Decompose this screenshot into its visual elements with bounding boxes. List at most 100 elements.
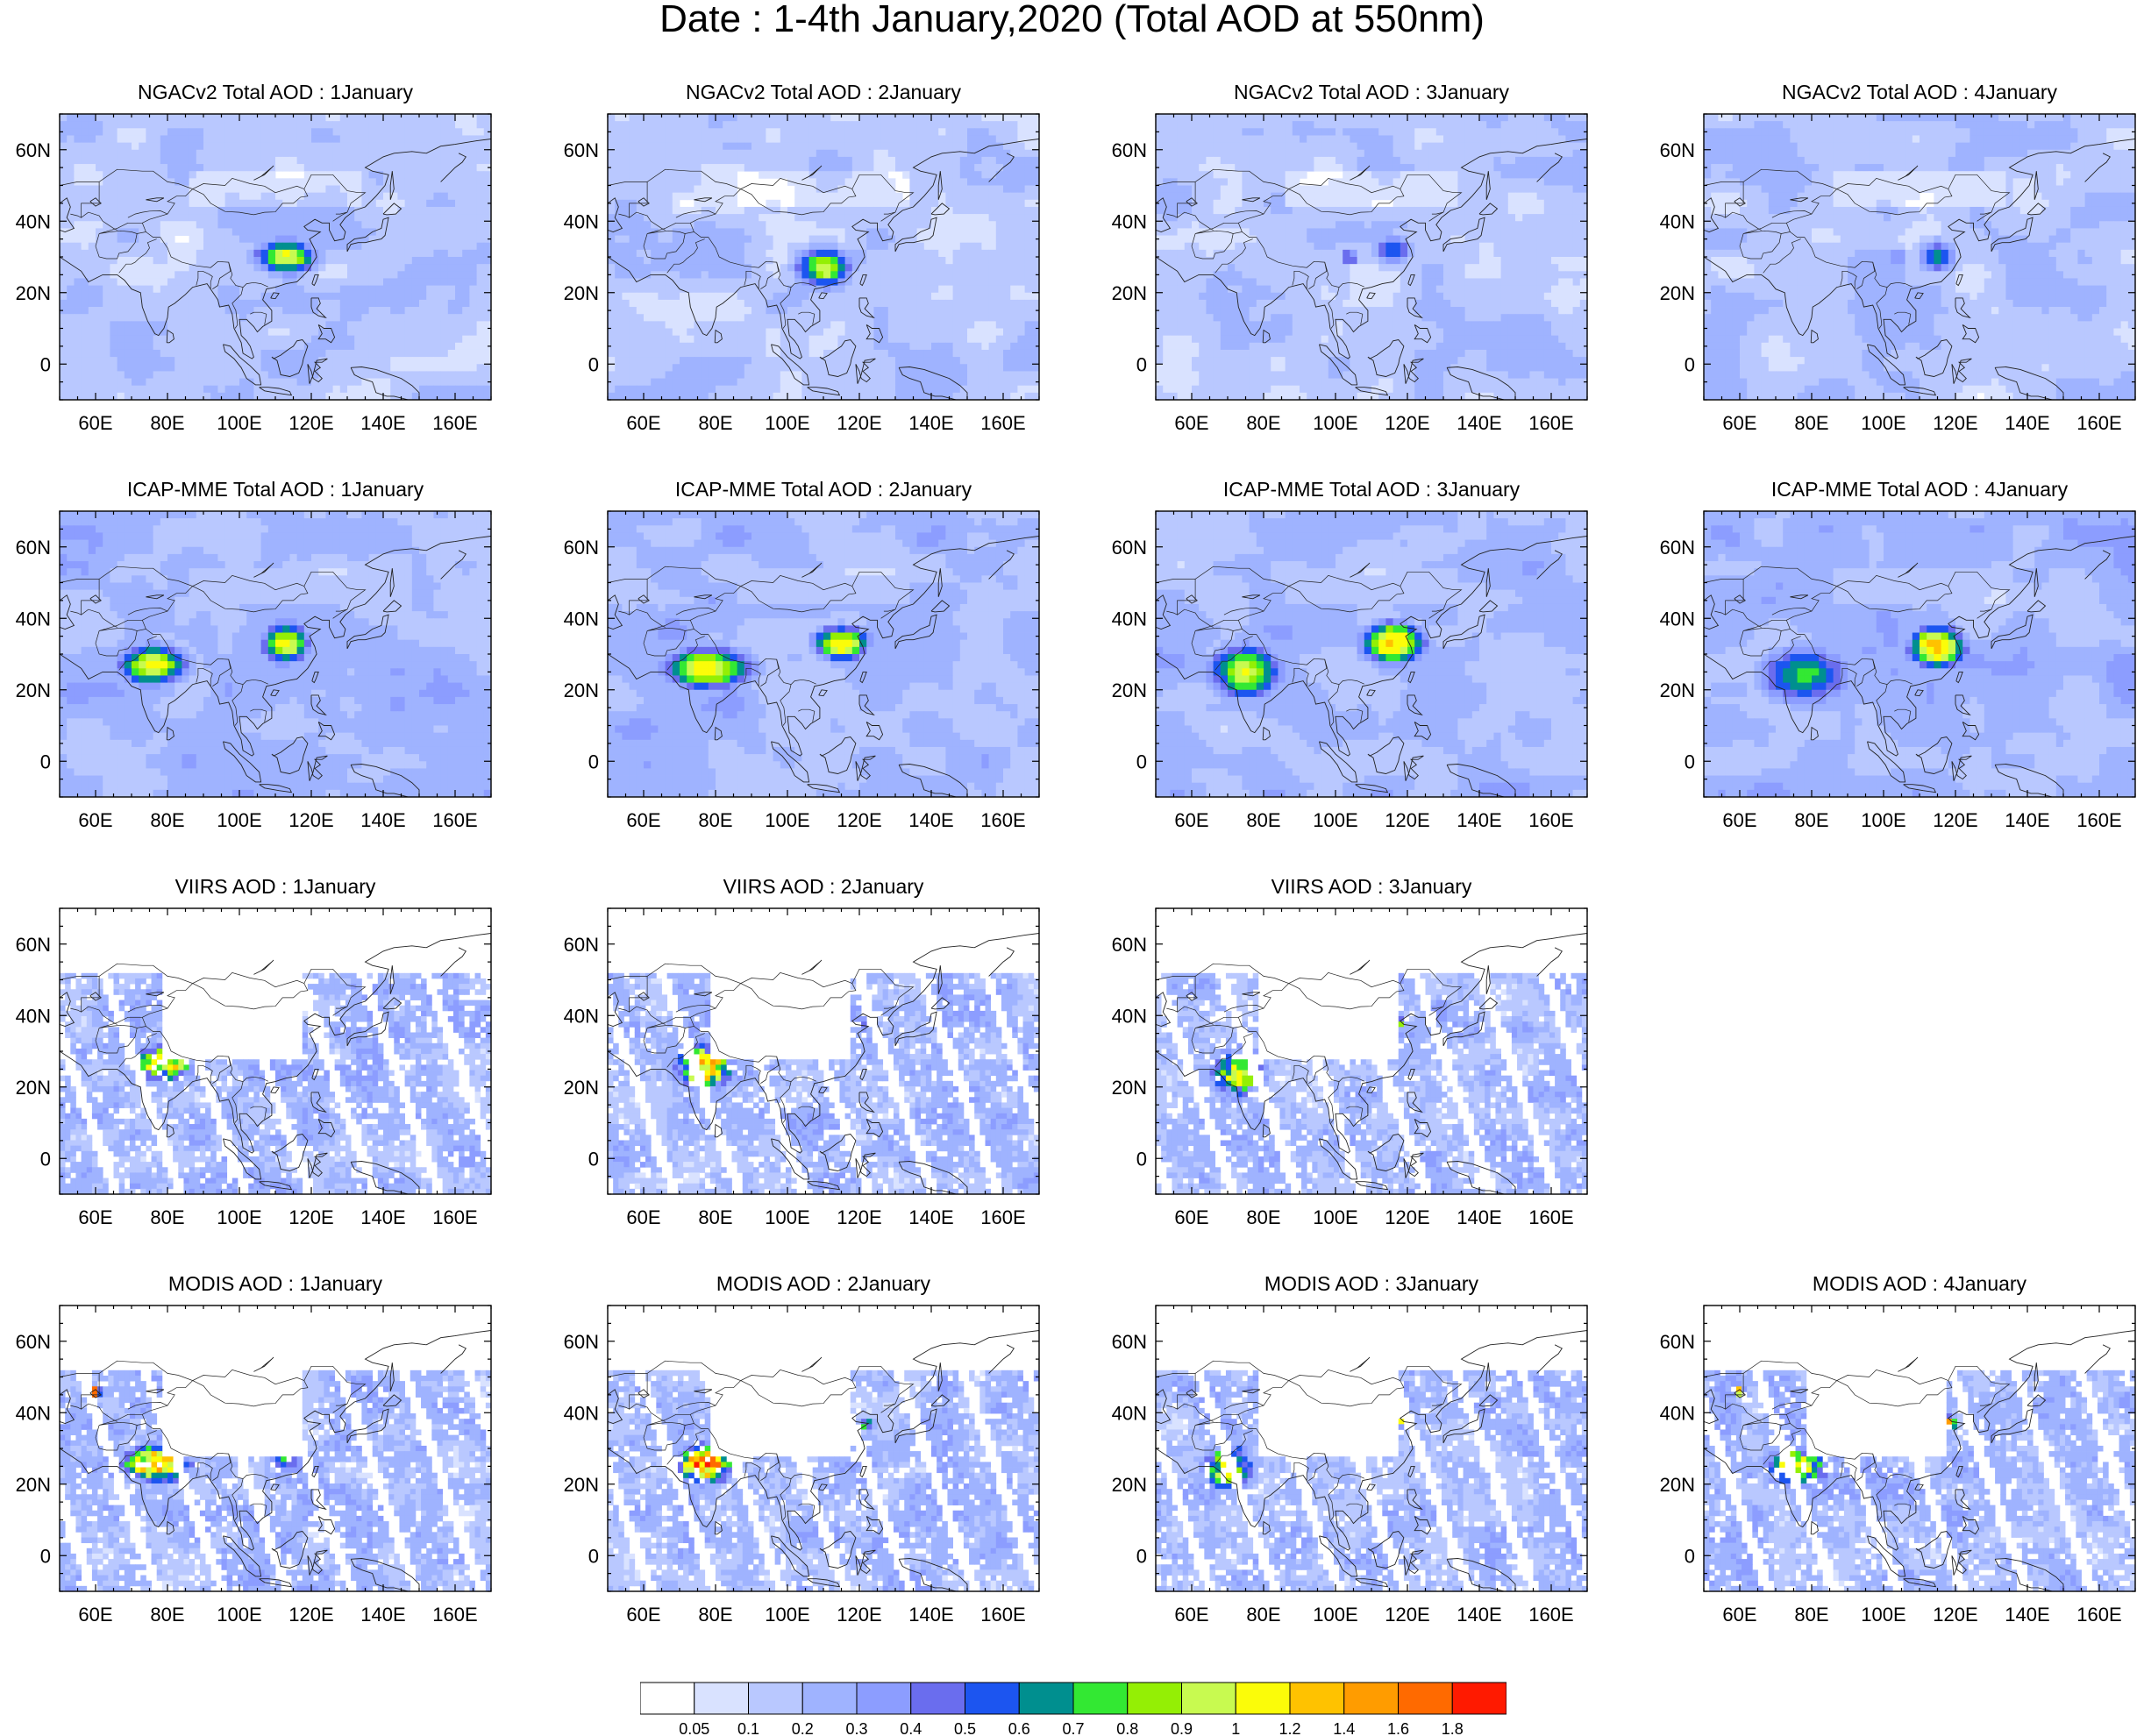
country-border [196, 270, 213, 289]
coastline [311, 274, 319, 287]
coastline [259, 387, 293, 396]
coastline [1478, 600, 1499, 613]
lon-tick-label: 80E [150, 1206, 184, 1228]
country-border [675, 608, 716, 615]
lake-outline [253, 165, 274, 181]
lat-tick-label: 40N [1660, 210, 1695, 232]
colorbar-box [640, 1682, 695, 1715]
country-border [690, 983, 741, 1018]
country-border [1195, 222, 1243, 234]
coastline [60, 139, 491, 359]
colorbar-label: 0.4 [900, 1720, 922, 1736]
country-border [1856, 659, 1876, 687]
map-panel-viirs-1: VIIRS AOD : 1January 60E 80E 100E 120E 140E 16… [0, 875, 492, 1228]
coastline [608, 1330, 1039, 1551]
lake-outline [1242, 1389, 1261, 1394]
country-border [690, 189, 741, 224]
lake-outline [638, 992, 650, 1001]
coastline [1955, 297, 1971, 319]
aod-field [608, 908, 1039, 1194]
coastline [608, 992, 623, 1027]
aod-map: 60E 80E 100E 120E 140E 160E 60N 40N 20N 0 [16, 113, 492, 434]
panel-title: VIIRS AOD : 3January [1156, 875, 1587, 898]
lon-tick-label: 140E [1457, 1206, 1501, 1228]
lat-tick-label: 40N [564, 1402, 599, 1424]
lon-tick-label: 160E [1528, 412, 1573, 434]
coastline [310, 1489, 327, 1511]
aod-field [1156, 1306, 1587, 1591]
country-border [1840, 667, 1857, 687]
coastline [608, 197, 623, 232]
country-border [629, 1403, 666, 1422]
country-border [780, 287, 792, 329]
country-border [332, 211, 348, 222]
lat-tick-label: 40N [1660, 608, 1695, 630]
coastline [1156, 197, 1172, 232]
coastline [166, 1520, 175, 1535]
lake-outline [1350, 165, 1371, 181]
lon-tick-label: 60E [1722, 809, 1756, 831]
coastline [1403, 1549, 1424, 1576]
panel-title: NGACv2 Total AOD : 3January [1156, 81, 1587, 103]
lon-tick-label: 140E [360, 1206, 405, 1228]
coastline [440, 550, 467, 580]
country-border [1428, 1006, 1444, 1016]
coastline [1367, 339, 1405, 377]
coastline [1403, 1152, 1424, 1178]
coastline [307, 358, 328, 384]
lake-outline [89, 197, 102, 207]
coastlines [1704, 536, 2135, 797]
coastline [346, 1408, 389, 1444]
coastlines [60, 139, 491, 400]
country-border [1223, 1402, 1264, 1410]
lon-tick-label: 60E [626, 809, 660, 831]
lon-tick-label: 80E [1246, 1604, 1280, 1626]
lon-tick-label: 60E [1722, 412, 1756, 434]
lat-tick-label: 20N [564, 679, 599, 701]
coastline [1903, 387, 1937, 396]
lake-outline [146, 594, 165, 600]
coastline [1485, 1362, 1491, 1391]
country-border [744, 667, 761, 687]
country-border [1195, 619, 1243, 631]
country-border [1292, 1064, 1309, 1084]
coastline [2034, 568, 2039, 597]
aod-map: 60E 80E 100E 120E 140E 160E 60N 40N 20N 0 [16, 907, 492, 1228]
lake-outline [1734, 197, 1746, 207]
coastline [771, 1138, 810, 1180]
lat-tick-label: 60N [564, 1331, 599, 1353]
lon-tick-label: 160E [1528, 1206, 1573, 1228]
lat-tick-label: 60N [16, 537, 51, 559]
lat-tick-label: 20N [16, 1077, 51, 1099]
lon-tick-label: 140E [1457, 809, 1501, 831]
country-border [70, 976, 100, 1013]
country-border [647, 222, 694, 234]
map-panel-icap-3: ICAP-MME Total AOD : 3January 60E 80E 100E 1… [1096, 478, 1588, 831]
lat-tick-label: 40N [1112, 210, 1147, 232]
coastline [271, 736, 309, 774]
coastline [1810, 329, 1819, 344]
coastline [937, 568, 943, 597]
country-border [142, 983, 193, 1018]
coastline [2026, 600, 2047, 613]
coastline [350, 1558, 420, 1591]
lon-tick-label: 120E [288, 1206, 333, 1228]
country-border [1876, 287, 1888, 329]
aod-map: 60E 80E 100E 120E 140E 160E 60N 40N 20N 0 [1112, 1305, 1588, 1626]
country-border [118, 1430, 157, 1465]
lake-outline [89, 594, 102, 604]
lake-outline [253, 959, 274, 975]
aod-map: 60E 80E 100E 120E 140E 160E 60N 40N 20N 0 [1112, 907, 1588, 1228]
country-border [60, 963, 367, 1007]
coastline [1319, 741, 1358, 783]
colorbar-label: 1.4 [1333, 1720, 1355, 1736]
country-border [1739, 1425, 1782, 1451]
lon-tick-label: 100E [765, 412, 809, 434]
coastline [311, 671, 319, 684]
lat-tick-label: 20N [16, 282, 51, 304]
coastline [1366, 292, 1376, 300]
coastline [350, 764, 420, 797]
country-border [608, 963, 915, 1007]
country-border [647, 1413, 694, 1426]
coastlines [60, 933, 491, 1194]
